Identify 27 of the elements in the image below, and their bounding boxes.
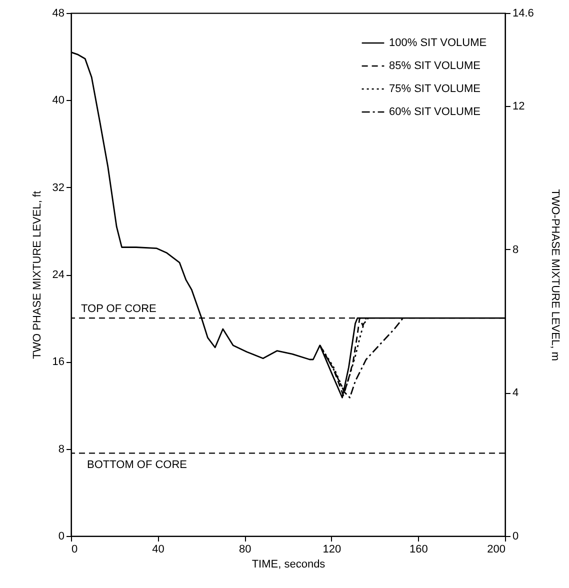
y-tick-label: 32 [52, 182, 64, 194]
y2-tick-label: 0 [512, 530, 519, 542]
y-tick-label: 24 [52, 269, 64, 281]
x-tick-label: 120 [322, 544, 342, 556]
y-tick-label: 48 [52, 8, 64, 20]
legend-label: 100% SIT VOLUME [389, 37, 487, 49]
x-tick-label: 0 [72, 544, 78, 556]
y2-tick-label: 8 [512, 244, 519, 256]
y2-tick-label: 14.6 [512, 8, 534, 20]
y-tick-label: 16 [52, 356, 64, 368]
y-tick-label: 0 [58, 530, 64, 542]
y2-tick-label: 4 [512, 387, 519, 400]
legend-label: 85% SIT VOLUME [389, 60, 480, 72]
y-axis-title: TWO PHASE MIXTURE LEVEL, ft [31, 190, 44, 360]
x-tick-label: 160 [410, 544, 428, 556]
y-tick-label: 8 [58, 443, 64, 456]
legend-label: 75% SIT VOLUME [389, 83, 480, 95]
ref-line-label: TOP OF CORE [81, 303, 156, 316]
x-axis-title: TIME, seconds [252, 558, 326, 570]
y2-tick-label: 12 [512, 100, 525, 113]
x-tick-label: 200 [487, 544, 506, 556]
y2-axis-title: TWO-PHASE MIXTURE LEVEL, m [548, 189, 561, 361]
y-tick-label: 40 [52, 94, 64, 107]
x-tick-label: 40 [152, 544, 164, 556]
x-tick-label: 80 [238, 544, 252, 556]
legend-label: 60% SIT VOLUME [389, 106, 480, 118]
ref-line-label: BOTTOM OF CORE [87, 459, 188, 472]
